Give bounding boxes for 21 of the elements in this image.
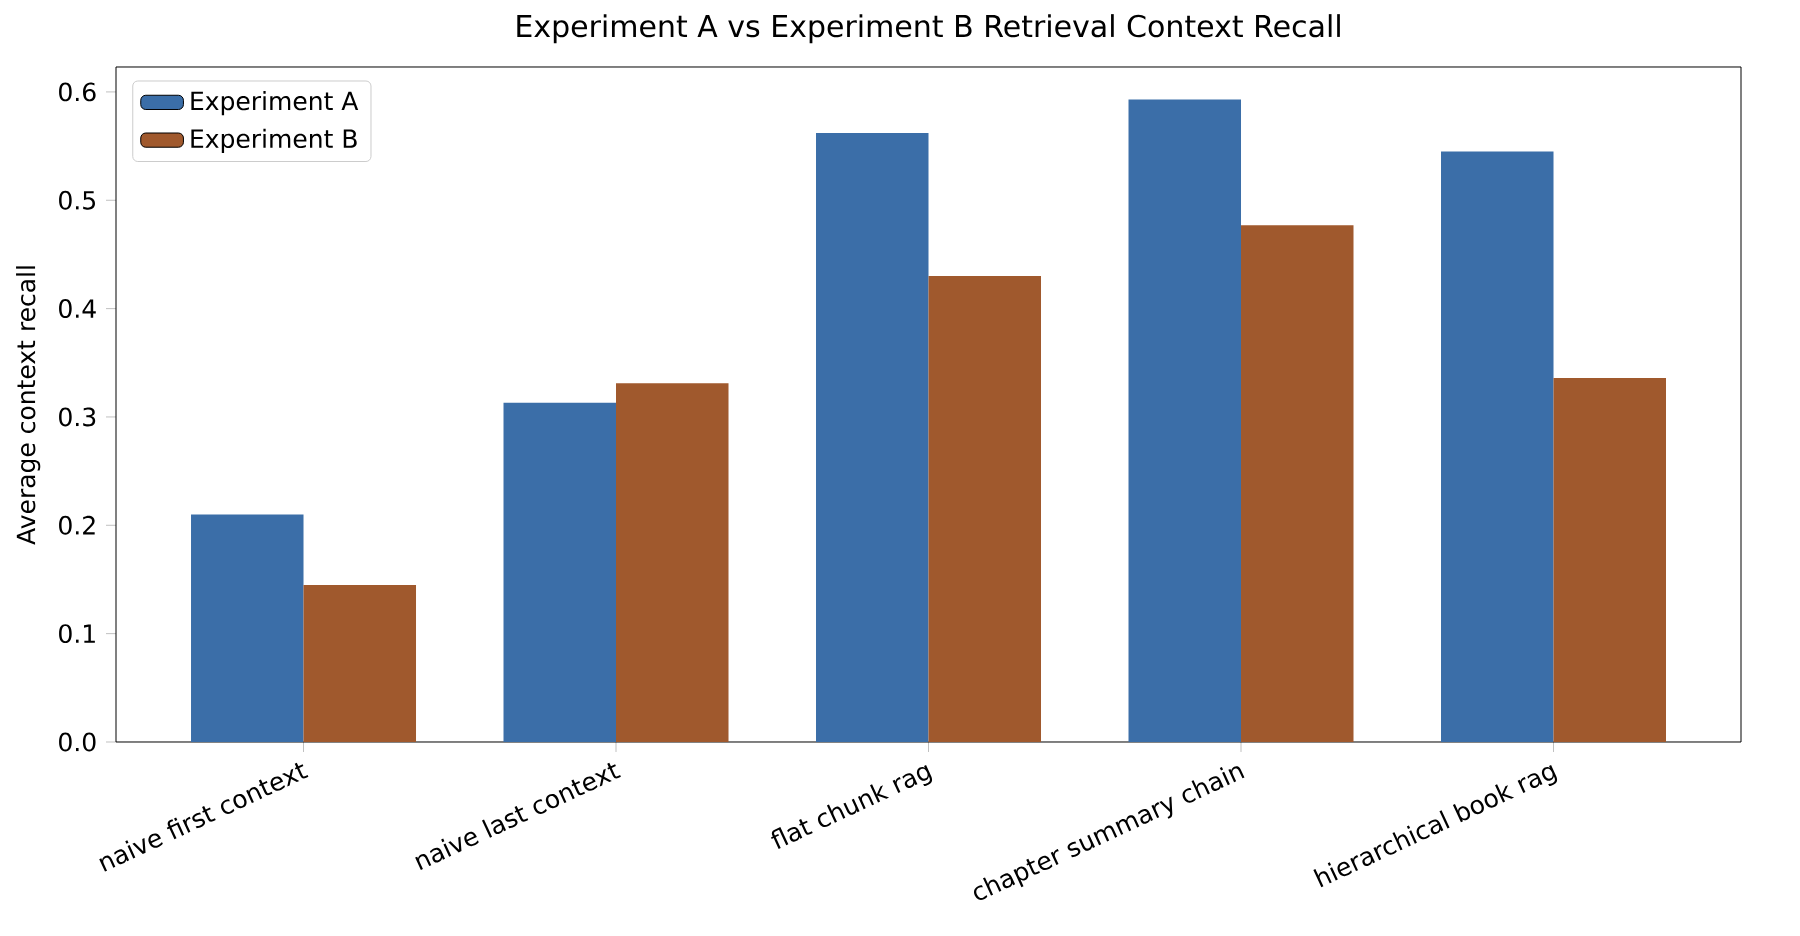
y-tick-label: 0.3 xyxy=(59,407,96,427)
bar xyxy=(1241,225,1354,742)
y-tick-label: 0.5 xyxy=(59,190,95,210)
y-tick-label: 0.0 xyxy=(59,732,96,752)
bar xyxy=(928,276,1042,742)
chart-title: Experiment A vs Experiment B Retrieval Context Recall xyxy=(517,14,1340,44)
bar xyxy=(303,584,417,742)
legend-label: Experiment A xyxy=(191,90,359,116)
y-tick-label: 0.2 xyxy=(59,515,95,535)
bar xyxy=(1553,377,1667,742)
bar xyxy=(816,133,929,742)
y-tick-label: 0.1 xyxy=(59,624,95,644)
bar xyxy=(191,514,304,742)
bar xyxy=(503,402,617,742)
bar xyxy=(1441,151,1554,742)
y-tick-label: 0.4 xyxy=(59,299,96,319)
bar xyxy=(616,383,729,742)
bar xyxy=(1128,99,1242,742)
y-axis-title: Average context recall xyxy=(16,266,41,545)
y-tick-label: 0.6 xyxy=(59,82,96,102)
legend-label: Experiment B xyxy=(191,128,357,153)
